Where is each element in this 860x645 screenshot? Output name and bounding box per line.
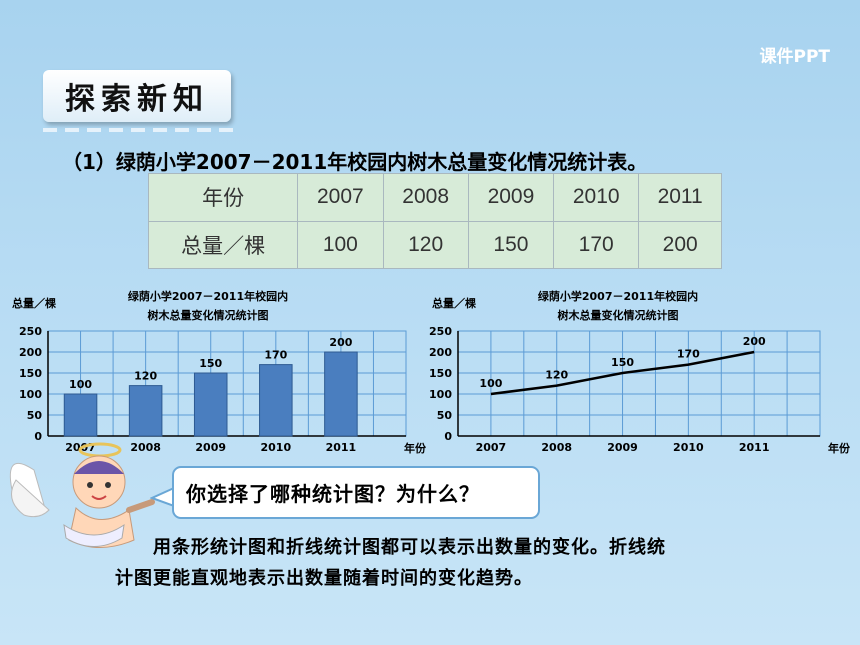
bar-chart: 绿荫小学2007－2011年校园内 树木总量变化情况统计图 总量／棵 0 50 100 15…	[0, 282, 440, 471]
angel-mascot-icon	[9, 442, 155, 548]
x-tick-label: 2011	[739, 441, 770, 454]
table-row-total: 总量／棵 100 120 150 170 200	[147, 220, 722, 269]
table-cell-year: 2011	[638, 173, 722, 222]
data-label: 120	[134, 370, 157, 383]
data-label: 100	[479, 377, 502, 390]
data-label: 100	[69, 378, 92, 391]
data-label: 200	[329, 336, 352, 349]
table-cell-total: 170	[553, 220, 640, 269]
brand-label: 课件PPT	[759, 47, 830, 67]
line-chart: 绿荫小学2007－2011年校园内 树木总量变化情况统计图 总量／棵 0 50 100 15…	[420, 282, 860, 471]
data-label: 120	[545, 369, 568, 382]
y-tick-label: 100	[19, 388, 42, 401]
bar	[324, 351, 358, 437]
table-header-total: 总量／棵	[147, 220, 299, 269]
data-label: 150	[611, 356, 634, 369]
table-header-year: 年份	[147, 173, 299, 222]
bar	[259, 364, 293, 437]
bar	[63, 393, 98, 437]
table-cell-year: 2009	[467, 173, 555, 222]
table-cell-year: 2010	[553, 173, 640, 222]
y-tick-label: 200	[429, 346, 452, 359]
x-tick-label: 2009	[195, 441, 226, 454]
chart-title-line-1: 绿荫小学2007－2011年校园内	[538, 289, 698, 303]
y-axis-label: 总量／棵	[432, 296, 476, 310]
x-axis-label: 年份	[404, 441, 427, 455]
chart-title-line-1: 绿荫小学2007－2011年校园内	[128, 289, 288, 303]
x-tick-label: 2008	[541, 441, 572, 454]
table-cell-total: 200	[638, 220, 722, 269]
chart-title-line-2: 树木总量变化情况统计图	[148, 308, 269, 322]
section-divider	[43, 128, 233, 132]
x-tick-label: 2011	[326, 441, 357, 454]
y-tick-label: 200	[19, 346, 42, 359]
x-axis-label: 年份	[828, 441, 851, 455]
y-tick-label: 150	[429, 367, 452, 380]
x-tick-label: 2010	[673, 441, 704, 454]
answer-line-1: 用条形统计图和折线统计图都可以表示出数量的变化。折线统	[153, 537, 666, 558]
data-label: 170	[677, 348, 700, 361]
bar	[128, 385, 163, 437]
y-tick-label: 50	[27, 409, 43, 422]
y-tick-label: 50	[437, 409, 453, 422]
y-tick-label: 0	[34, 430, 42, 443]
y-tick-label: 100	[429, 388, 452, 401]
x-tick-label: 2009	[607, 441, 638, 454]
series-line	[490, 350, 755, 396]
plot-area	[457, 330, 821, 437]
data-label: 200	[743, 335, 766, 348]
x-tick-label: 2007	[476, 441, 507, 454]
table-cell-total: 120	[382, 220, 469, 269]
section-title: 探索新知	[43, 70, 231, 122]
statistics-table: 年份 2007 2008 2009 2010 2011 总量／棵 100 120…	[147, 173, 722, 269]
table-cell-year: 2007	[297, 173, 384, 222]
problem-heading: （1）绿荫小学2007－2011年校园内树木总量变化情况统计表。	[62, 150, 648, 174]
data-label: 170	[264, 349, 287, 362]
table-cell-total: 150	[467, 220, 555, 269]
bar	[193, 372, 228, 437]
x-tick-label: 2010	[261, 441, 292, 454]
answer-line-2: 计图更能直观地表示出数量随着时间的变化趋势。	[115, 568, 533, 589]
y-tick-label: 250	[429, 325, 452, 338]
chart-title-line-2: 树木总量变化情况统计图	[558, 308, 679, 322]
table-cell-year: 2008	[382, 173, 469, 222]
table-row-year: 年份 2007 2008 2009 2010 2011	[147, 173, 722, 222]
data-label: 150	[199, 357, 222, 370]
y-tick-label: 250	[19, 325, 42, 338]
answer-text: 用条形统计图和折线统计图都可以表示出数量的变化。折线统 计图更能直观地表示出数量…	[115, 532, 815, 594]
y-tick-label: 0	[444, 430, 452, 443]
x-tick-label: 2008	[130, 441, 161, 454]
y-tick-label: 150	[19, 367, 42, 380]
table-cell-total: 100	[297, 220, 384, 269]
y-axis-label: 总量／棵	[12, 296, 56, 310]
question-bubble: 你选择了哪种统计图？为什么？	[172, 466, 540, 519]
